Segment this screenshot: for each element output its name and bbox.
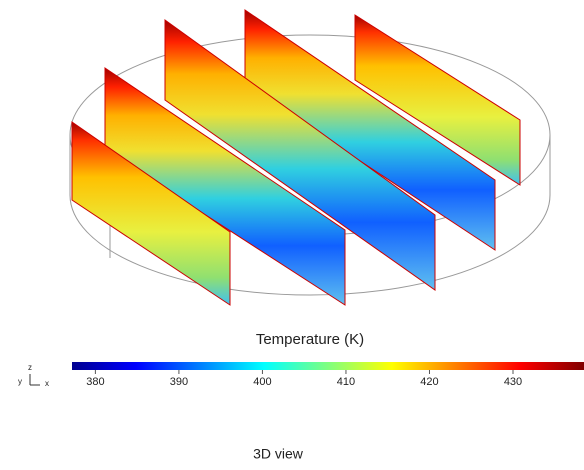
colorbar-tick-label: 430	[504, 376, 522, 388]
triad-z: z	[28, 363, 32, 372]
colorbar-tick-label: 420	[420, 376, 438, 388]
colorbar	[72, 362, 584, 370]
triad-x: x	[45, 379, 49, 388]
figure: z x y Temperature (K) 3D view 380 390 400 4…	[0, 0, 584, 470]
axis-triad: z x y	[18, 363, 49, 388]
colorbar-tick-label: 390	[170, 376, 188, 388]
colorbar-tick-label: 400	[253, 376, 271, 388]
caption: 3D view	[253, 446, 304, 462]
colorbar-tick-label: 380	[86, 376, 104, 388]
colorbar-title: Temperature (K)	[256, 331, 364, 348]
triad-y: y	[18, 377, 22, 386]
colorbar-tick-label: 410	[337, 376, 355, 388]
